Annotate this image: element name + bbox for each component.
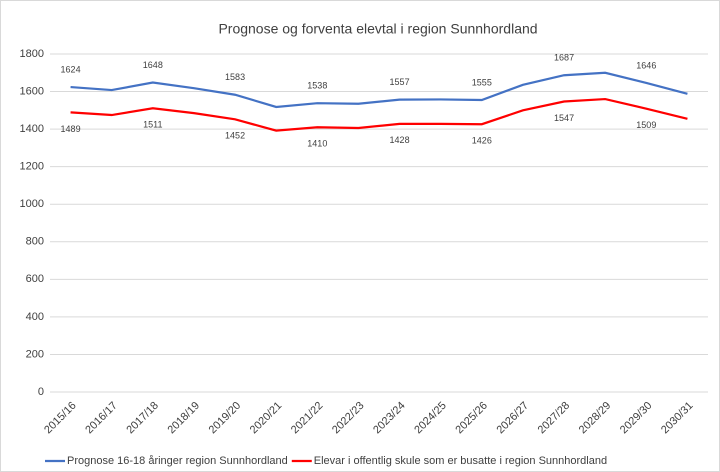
data-label: 1624 (61, 64, 81, 74)
y-tick-label: 600 (26, 273, 44, 285)
y-tick-label: 1000 (20, 198, 44, 210)
y-tick-label: 1200 (20, 161, 44, 173)
data-label: 1538 (307, 81, 327, 91)
y-tick-label: 200 (26, 348, 44, 360)
chart-title: Prognose og forventa elevtal i region Su… (218, 21, 537, 37)
data-label: 1547 (554, 113, 574, 123)
y-tick-label: 800 (26, 236, 44, 248)
data-label: 1583 (225, 72, 245, 82)
data-label: 1648 (143, 60, 163, 70)
line (70, 71, 688, 109)
data-label: 1511 (143, 120, 162, 130)
data-label: 1687 (554, 53, 574, 63)
legend-label: Elevar i offentlig skule som er busatte … (314, 455, 607, 467)
y-tick-label: 1400 (20, 123, 44, 135)
y-tick-label: 1800 (20, 48, 44, 60)
data-label: 1555 (472, 77, 492, 87)
data-label: 1557 (390, 77, 410, 87)
data-label: 1426 (472, 136, 492, 146)
legend-label: Prognose 16-18 åringer region Sunnhordla… (67, 455, 288, 467)
y-tick-label: 400 (26, 311, 44, 323)
line (70, 97, 688, 132)
data-label: 1452 (225, 131, 245, 141)
y-tick-label: 0 (38, 386, 44, 398)
data-label: 1428 (390, 135, 410, 145)
data-label: 1489 (61, 124, 81, 134)
data-label: 1410 (307, 139, 327, 149)
data-label: 1646 (636, 60, 656, 70)
data-label: 1509 (636, 120, 656, 130)
y-tick-label: 1600 (20, 85, 44, 97)
